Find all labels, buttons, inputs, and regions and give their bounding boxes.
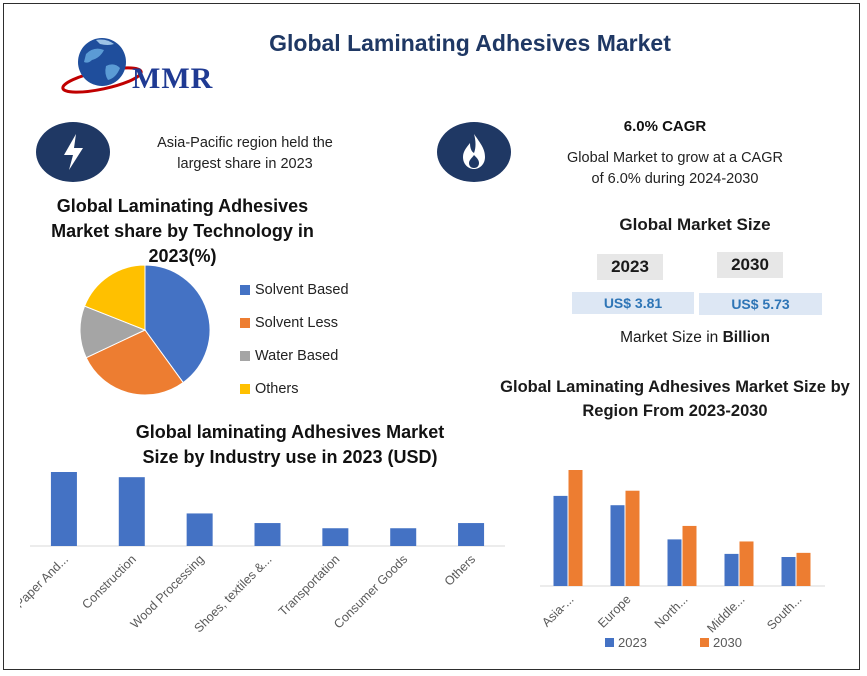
- legend-swatch: [240, 318, 250, 328]
- bar-consumer-goods: [390, 528, 417, 546]
- pie-title-line-1: Global Laminating Adhesives: [56, 196, 309, 216]
- pie-chart-title: Global Laminating Adhesives Market share…: [30, 194, 335, 269]
- region-chart-title: Global Laminating Adhesives Market Size …: [490, 375, 860, 423]
- legend-item-others: Others: [240, 379, 380, 399]
- bar-middle-2030: [739, 541, 754, 586]
- logo-text: MMR: [132, 62, 214, 95]
- legend-swatch: [240, 351, 250, 361]
- legend-swatch-2023: [605, 638, 614, 647]
- legend-label: Others: [255, 381, 299, 397]
- bar-others: [458, 523, 485, 546]
- legend-item-solvent-less: Solvent Less: [240, 313, 380, 333]
- pie-title-line-2: Market share by Technology in: [51, 221, 314, 241]
- bar-south-2023: [781, 557, 796, 586]
- x-tick-label: Construction: [79, 552, 139, 612]
- pie-legend: Solvent Based Solvent Less Water Based Othe…: [240, 280, 380, 412]
- cagr-title: 6.0% CAGR: [623, 118, 707, 135]
- bar-construction: [118, 477, 145, 546]
- x-tick-label: Others: [442, 552, 478, 588]
- pie-title-line-3: 2023(%): [148, 246, 217, 266]
- bar-paper-and: [50, 472, 77, 546]
- page-frame: [3, 3, 860, 670]
- bar-north-2030: [682, 525, 697, 586]
- caption-unit: Billion: [722, 329, 770, 346]
- x-tick-label: Asia-...: [539, 592, 576, 629]
- legend-label: Solvent Based: [255, 282, 349, 298]
- flame-icon: [463, 134, 485, 169]
- cagr-text-line-1: Global Market to grow at a CAGR: [567, 150, 783, 166]
- bar-middle-2023: [724, 553, 739, 586]
- year-2030-box: 2030: [717, 252, 783, 278]
- legend-label: Solvent Less: [255, 315, 339, 331]
- technology-pie-chart: [79, 264, 211, 396]
- pie-slice-solvent-less: [85, 329, 184, 396]
- region-text-line-1: Asia-Pacific region held the: [157, 135, 333, 151]
- bar-south-2030: [796, 552, 811, 586]
- industry-title-line-2: Size by Industry use in 2023 (USD): [142, 447, 438, 467]
- pie-slice-solvent-based: [144, 264, 211, 384]
- legend-swatch: [240, 384, 250, 394]
- x-tick-label: Middle...: [704, 592, 747, 635]
- year-2023-box: 2023: [597, 254, 663, 280]
- cagr-text-line-2: of 6.0% during 2024-2030: [591, 171, 759, 187]
- bar-europe-2030: [625, 490, 640, 586]
- cagr-highlight: Global Market to grow at a CAGR of 6.0% …: [545, 148, 805, 190]
- legend-label-2030: 2030: [713, 635, 742, 650]
- x-tick-label: South...: [764, 592, 804, 632]
- bar-shoes-textiles: [254, 523, 281, 546]
- x-tick-label: Consumer Goods: [331, 552, 410, 631]
- lightning-badge: [36, 122, 110, 182]
- market-size-title: Global Market Size: [619, 215, 771, 234]
- pie-slice-others: [83, 264, 146, 331]
- bar-europe-2023: [610, 505, 625, 586]
- value-2030-box: US$ 5.73: [699, 293, 822, 315]
- x-tick-label: North...: [652, 592, 691, 631]
- page-title: Global Laminating Adhesives Market: [269, 30, 671, 56]
- bar-transportation: [322, 528, 349, 546]
- region-bar-chart: Asia-... Europe North... Middle... South... 2…: [539, 470, 825, 650]
- bar-wood-processing: [186, 513, 213, 546]
- region-title-line-2: Region From 2023-2030: [582, 402, 768, 420]
- x-tick-label: Transportation: [276, 552, 343, 619]
- legend-swatch: [240, 285, 250, 295]
- bar-asia-2030: [568, 470, 583, 586]
- legend-item-water-based: Water Based: [240, 346, 380, 366]
- legend-item-solvent-based: Solvent Based: [240, 280, 380, 300]
- legend-label-2023: 2023: [618, 635, 647, 650]
- bar-asia-2023: [553, 495, 568, 586]
- legend-swatch-2030: [700, 638, 709, 647]
- flame-badge: [437, 122, 511, 182]
- region-title-line-1: Global Laminating Adhesives Market Size …: [500, 378, 850, 396]
- mmr-logo: MMR: [60, 28, 230, 98]
- industry-chart-title: Global laminating Adhesives Market Size …: [130, 420, 450, 470]
- market-size-caption: Market Size in Billion: [570, 329, 820, 347]
- lightning-icon: [64, 134, 83, 170]
- legend-label: Water Based: [255, 348, 339, 364]
- value-2023-box: US$ 3.81: [572, 292, 694, 314]
- industry-title-line-1: Global laminating Adhesives Market: [135, 422, 445, 442]
- caption-prefix: Market Size in: [620, 329, 723, 346]
- x-tick-label: Wood Processing: [128, 552, 207, 631]
- globe-logo-icon: [61, 38, 143, 94]
- x-tick-label: Paper And...: [20, 552, 71, 611]
- bar-north-2023: [667, 539, 682, 586]
- x-tick-label: Europe: [595, 592, 633, 630]
- region-highlight: Asia-Pacific region held the largest sha…: [130, 133, 360, 175]
- region-text-line-2: largest share in 2023: [177, 156, 313, 172]
